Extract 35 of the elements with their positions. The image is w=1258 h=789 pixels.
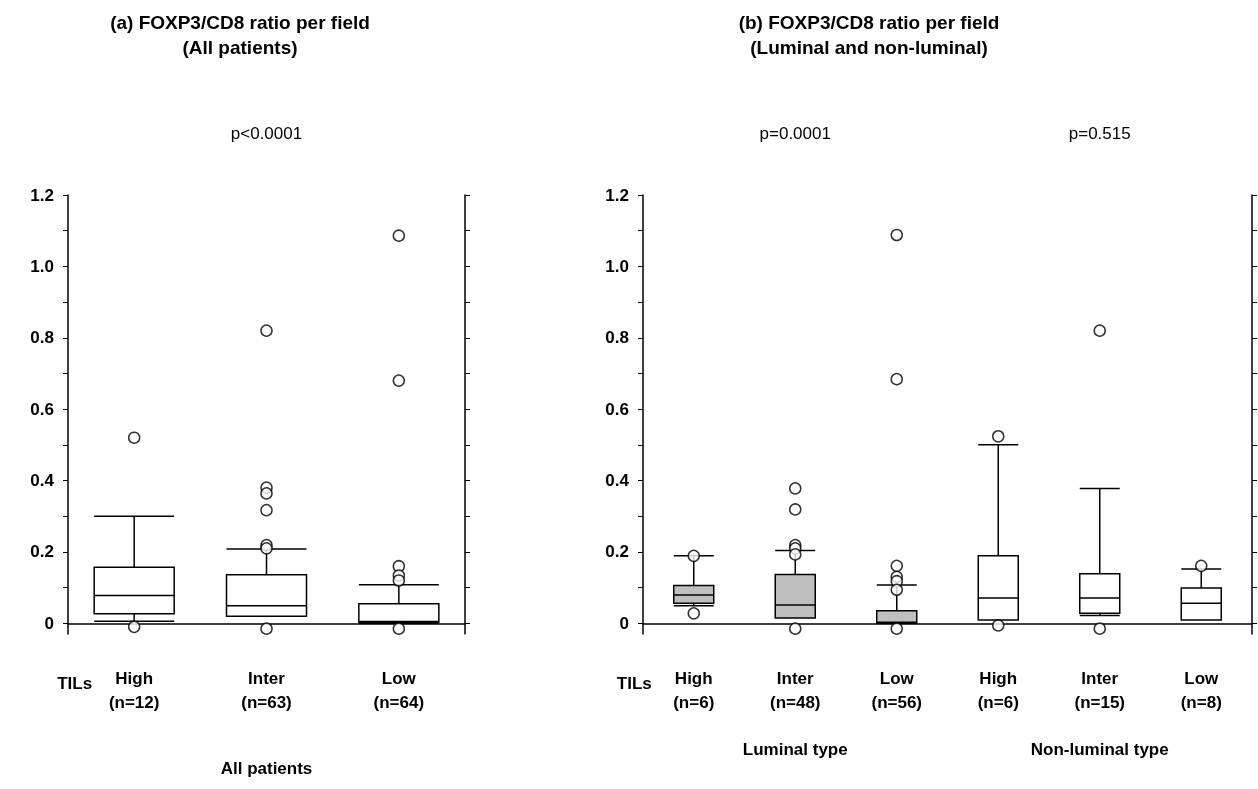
y-tick-label: 0.8 — [605, 328, 629, 348]
chart-title: (b) FOXP3/CD8 ratio per field — [738, 12, 1000, 33]
x-tick-label: Low (n=56) — [871, 668, 923, 712]
y-tick-label: 1.2 — [30, 185, 54, 205]
y-tick-label: 0.8 — [30, 328, 54, 348]
y-tick-label: 0.4 — [605, 471, 630, 491]
x-axis-title: All patients — [220, 759, 313, 778]
text: p=0.0001 — [759, 123, 831, 143]
x-tick-label: High (n=6) — [977, 668, 1019, 712]
chart-subtitle: (Luminal and non-luminal) — [750, 37, 988, 58]
x-tick-label: High (n=12) — [108, 668, 160, 712]
text: p<0.0001 — [230, 123, 303, 143]
x-tick-label: Inter (n=63) — [241, 668, 292, 712]
y-tick-label: 0 — [619, 613, 629, 633]
text: p=0.515 — [1068, 123, 1131, 143]
y-tick-label: 1.0 — [605, 256, 629, 276]
y-tick-label: 0.4 — [30, 471, 55, 491]
x-tick-label: Low (n=64) — [373, 668, 425, 712]
x-tick-label: Low (n=8) — [1180, 668, 1222, 712]
x-tick-label: High (n=6) — [673, 668, 715, 712]
text: TILs — [57, 673, 93, 693]
y-tick-label: 1.0 — [30, 256, 54, 276]
y-tick-label: 0.2 — [605, 542, 629, 562]
chart-title: (a) FOXP3/CD8 ratio per field — [110, 12, 370, 33]
chart-subtitle: (All patients) — [182, 37, 298, 58]
text: Luminal type — [742, 739, 848, 759]
text: TILs — [616, 673, 652, 693]
y-tick-label: 1.2 — [605, 185, 629, 205]
x-tick-label: Inter (n=48) — [769, 668, 821, 712]
y-tick-label: 0.6 — [30, 399, 54, 419]
y-tick-label: 0 — [44, 613, 54, 633]
y-tick-label: 0.6 — [605, 399, 629, 419]
y-tick-label: 0.2 — [30, 542, 54, 562]
x-tick-label: Inter (n=15) — [1074, 668, 1126, 712]
text: Non-luminal type — [1030, 739, 1169, 759]
